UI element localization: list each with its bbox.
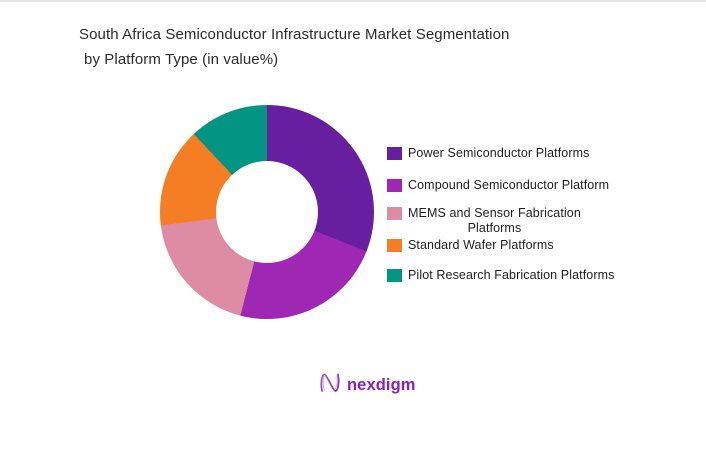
legend-item: Power Semiconductor Platforms <box>387 146 589 161</box>
legend-label: MEMS and Sensor Fabrication <box>408 206 581 220</box>
chart-title: South Africa Semiconductor Infrastructur… <box>79 22 659 72</box>
legend-swatch <box>387 207 402 220</box>
legend-label: Compound Semiconductor Platform <box>408 178 610 192</box>
nexdigm-logo-icon <box>317 369 343 401</box>
nexdigm-logo-text: nexdigm <box>347 375 416 394</box>
legend-swatch <box>387 147 402 160</box>
legend-swatch <box>387 179 402 192</box>
chart-title-line2: by Platform Type (in value%) <box>84 51 279 68</box>
donut-hole <box>216 161 318 263</box>
legend-label: Power Semiconductor Platforms <box>408 146 590 160</box>
legend-swatch <box>387 269 402 282</box>
legend-swatch <box>387 239 402 252</box>
legend-item: Standard Wafer Platforms <box>387 238 554 253</box>
donut-chart <box>160 105 374 319</box>
chart-title-line1: South Africa Semiconductor Infrastructur… <box>79 26 510 43</box>
legend-label: Pilot Research Fabrication Platforms <box>408 268 615 282</box>
legend-item: MEMS and Sensor Fabrication Platforms <box>387 206 581 236</box>
legend-label: Standard Wafer Platforms <box>408 238 554 252</box>
legend-label-line2: Platforms <box>467 221 522 235</box>
legend-item: Compound Semiconductor Platform <box>387 178 609 193</box>
nexdigm-logo: nexdigm <box>317 369 416 401</box>
legend-item: Pilot Research Fabrication Platforms <box>387 268 614 283</box>
